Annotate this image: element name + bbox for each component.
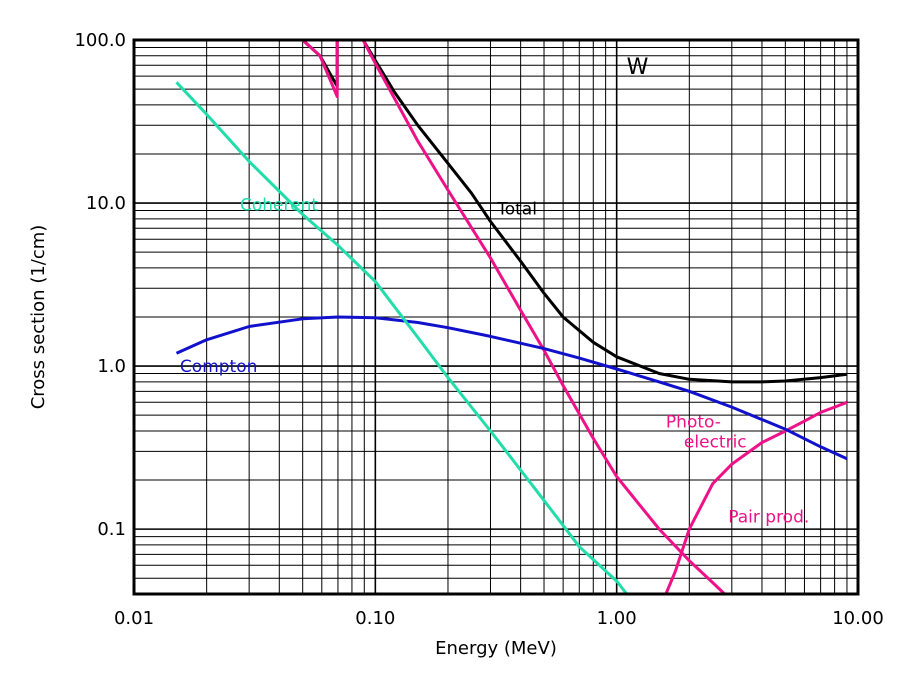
x-tick-label: 0.10 — [355, 608, 395, 629]
series-line-coherent — [175, 81, 628, 594]
x-tick-label: 0.01 — [114, 608, 154, 629]
y-axis-title: Cross section (1/cm) — [28, 225, 49, 410]
y-tick-label: 1.0 — [97, 356, 126, 377]
y-tick-label: 10.0 — [86, 193, 126, 214]
x-tick-label: 10.00 — [832, 608, 884, 629]
series-label-coherent: Coherent — [240, 196, 318, 216]
plot-frame — [132, 38, 860, 596]
element-label: W — [627, 55, 649, 80]
y-tick-labels: 0.1 1.0 10.0 100.0 — [74, 30, 126, 540]
series-labels: Total Photo-electric Pair prod. Compton Cohe… — [180, 196, 809, 528]
series-layer — [175, 40, 848, 594]
x-tick-labels: 0.01 0.10 1.00 10.00 — [114, 608, 884, 629]
y-tick-label: 0.1 — [97, 519, 126, 540]
series-label-compton: Compton — [180, 357, 257, 377]
x-axis-title: Energy (MeV) — [435, 638, 557, 659]
series-line-total — [301, 40, 848, 384]
series-line-pair-prod — [664, 400, 848, 594]
y-tick-label: 100.0 — [74, 30, 126, 51]
series-label-photo-electric: electric — [684, 433, 747, 453]
series-label-pair-prod: Pair prod. — [728, 507, 809, 527]
series-label-total: Total — [496, 200, 537, 220]
series-line-photo-electric — [301, 40, 726, 594]
series-line-compton — [175, 315, 848, 461]
x-tick-label: 1.00 — [597, 608, 637, 629]
series-label-photo-electric: Photo- — [666, 413, 721, 433]
